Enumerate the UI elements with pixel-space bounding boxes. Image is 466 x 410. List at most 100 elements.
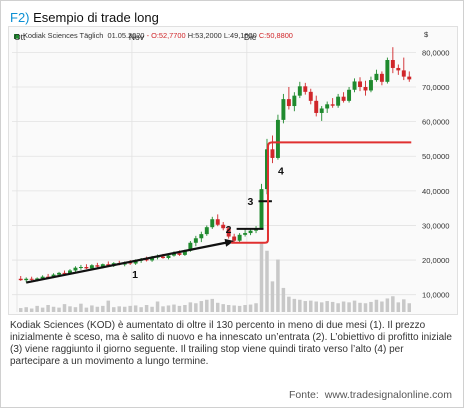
volume-bar (40, 307, 45, 312)
source-url[interactable]: www.tradesignalonline.com (324, 389, 452, 401)
figure-caption: Kodiak Sciences (KOD) è aumentato di olt… (10, 320, 452, 367)
candle-body (78, 267, 83, 268)
volume-bar (270, 281, 275, 312)
volume-bar (363, 303, 368, 312)
candle-body (84, 267, 89, 269)
x-tick-label: Ott (14, 32, 26, 42)
candle-body (308, 91, 313, 101)
volume-bar (215, 302, 220, 312)
y-tick-label: 10,0000 (422, 291, 449, 300)
annotation-label-3: 3 (248, 196, 254, 208)
candle-body (363, 87, 368, 91)
y-tick-label: 40,0000 (422, 187, 449, 196)
candle-body (29, 278, 34, 280)
volume-bar (248, 304, 253, 312)
y-tick-label: 70,0000 (422, 83, 449, 92)
volume-bar (369, 301, 373, 312)
candle-body (407, 76, 412, 80)
header-open: O:52,7700 (151, 31, 186, 40)
grid (12, 38, 416, 312)
candle-body (341, 96, 346, 101)
volume-bar (101, 305, 105, 312)
volume-bar (73, 307, 78, 312)
source-credit: Fonte: www.tradesignalonline.com (289, 389, 452, 401)
volume-bar (188, 302, 193, 312)
volume-bar (221, 304, 225, 312)
candle-body (401, 70, 406, 77)
annotation-label-4: 4 (278, 165, 284, 177)
volume-bar (243, 305, 247, 312)
header-low: L:49,1600 (223, 31, 257, 40)
x-tick-label: Nov (129, 32, 145, 42)
volume-bar (84, 307, 89, 312)
volume-bar (352, 300, 357, 312)
candle-body (248, 230, 253, 234)
candle-body (204, 227, 209, 235)
y-tick-label: 30,0000 (422, 221, 449, 230)
y-tick-label: 50,0000 (422, 152, 449, 161)
figure-label: F2) (10, 10, 30, 25)
y-tick-label: 60,0000 (422, 118, 449, 127)
volume-bar (325, 301, 329, 312)
volume-bar (79, 303, 83, 312)
candle-body (368, 80, 373, 91)
candle-body (396, 67, 401, 71)
volume-bar (29, 308, 34, 312)
volume-bar (330, 301, 335, 312)
volume-bar (95, 306, 100, 312)
candle-body (161, 256, 165, 258)
volume-bar (68, 306, 72, 312)
figure-title: F2) Esempio di trade long (10, 10, 159, 25)
candle-body (89, 265, 94, 269)
candle-body (177, 253, 182, 255)
axes: 10,0000 20,0000 30,0000 40,0000 50,0000 60,00… (14, 30, 449, 300)
y-tick-label: 80,0000 (422, 48, 449, 57)
candle-body (95, 265, 100, 267)
volume-bar (358, 302, 362, 312)
volume-bar (281, 287, 286, 312)
volume-bar (347, 302, 351, 312)
volume-bar (144, 305, 149, 312)
annotation-label-1: 1 (132, 269, 138, 281)
volume-bar (309, 300, 313, 312)
volume-bar (265, 250, 269, 312)
candle-body (40, 276, 45, 279)
volume-bar (374, 299, 379, 312)
annotations: 1 2 3 4 (25, 141, 412, 284)
candle-body (35, 278, 40, 280)
volume-bar (35, 305, 39, 312)
candle-body (73, 267, 78, 271)
candle-body (303, 86, 308, 92)
volume-bar (51, 306, 56, 312)
candle-body (128, 262, 133, 264)
volume-bar (106, 300, 111, 312)
header-high: H:53,2000 (187, 31, 222, 40)
volume-bar (166, 305, 171, 312)
volume-bar (62, 304, 67, 312)
candle-body (352, 81, 357, 90)
volume-bar (199, 301, 204, 312)
volume-bar (183, 305, 187, 312)
trend-arrow-line (25, 241, 229, 284)
candle-body (100, 264, 105, 267)
candle-body (259, 189, 264, 229)
volume-bar (276, 259, 280, 312)
volume-bar (341, 301, 346, 312)
volume-bar (18, 308, 23, 312)
volume-bar (90, 305, 94, 312)
series-swatch (14, 33, 19, 39)
volume-bar (210, 298, 215, 312)
candle-body (68, 270, 72, 274)
candle-body (215, 219, 220, 225)
candle-body (133, 260, 138, 264)
candle-body (319, 108, 324, 113)
candle-body (237, 234, 242, 241)
volume-bar (122, 306, 127, 312)
volume-bar (150, 306, 154, 312)
volume-bar (292, 298, 297, 312)
candle-body (243, 233, 248, 235)
volume-bar (57, 307, 61, 312)
chart-header: Kodiak Sciences Täglich 01.05.2020 - O:5… (14, 31, 293, 40)
candles (18, 47, 412, 283)
